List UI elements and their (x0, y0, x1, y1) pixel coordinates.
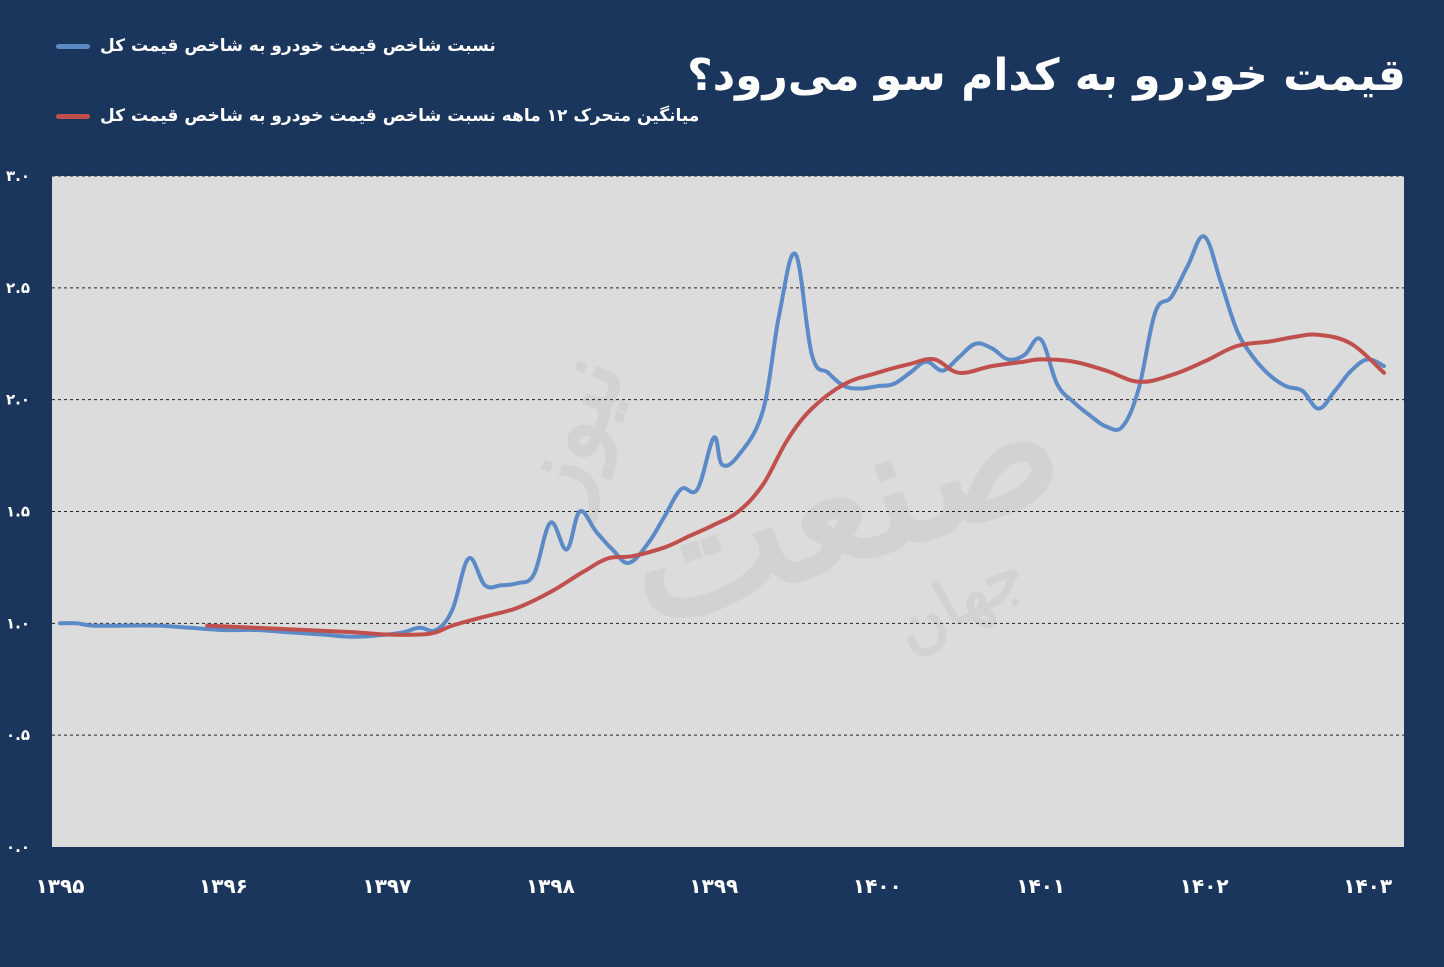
x-tick-label: ۱۳۹۵ (36, 874, 85, 898)
x-tick-label: ۱۴۰۱ (1016, 874, 1065, 898)
x-tick-label: ۱۴۰۳ (1343, 874, 1392, 898)
legend-label: نسبت شاخص قیمت خودرو به شاخص قیمت کل (100, 36, 496, 56)
legend-swatch-red (56, 113, 90, 119)
series-line-car-index-ratio (58, 234, 1386, 639)
x-tick-label: ۱۳۹۹ (689, 874, 738, 898)
y-tick-label: ۲.۰ (6, 391, 30, 409)
y-tick-label: ۱.۰ (6, 614, 30, 632)
x-tick-label: ۱۳۹۸ (526, 874, 575, 898)
x-tick-label: ۱۴۰۲ (1180, 874, 1229, 898)
legend-label: میانگین متحرک ۱۲ ماهه نسبت شاخص قیمت خود… (100, 106, 700, 126)
y-tick-label: ۰.۰ (6, 838, 30, 856)
y-tick-label: ۲.۵ (6, 279, 30, 297)
y-tick-label: ۱.۵ (6, 503, 30, 521)
legend-swatch-blue (56, 43, 90, 49)
x-tick-label: ۱۳۹۷ (362, 874, 411, 898)
y-tick-label: ۳.۰ (6, 167, 30, 185)
legend-item-moving-average: میانگین متحرک ۱۲ ماهه نسبت شاخص قیمت خود… (56, 106, 699, 126)
x-tick-label: ۱۴۰۰ (853, 874, 902, 898)
chart-title: قیمت خودرو به کدام سو می‌رود؟ (687, 50, 1406, 101)
series-line-moving-average (205, 332, 1386, 637)
legend-item-car-index-ratio: نسبت شاخص قیمت خودرو به شاخص قیمت کل (56, 36, 496, 56)
x-tick-label: ۱۳۹۶ (199, 874, 248, 898)
y-tick-label: ۰.۵ (6, 726, 30, 744)
